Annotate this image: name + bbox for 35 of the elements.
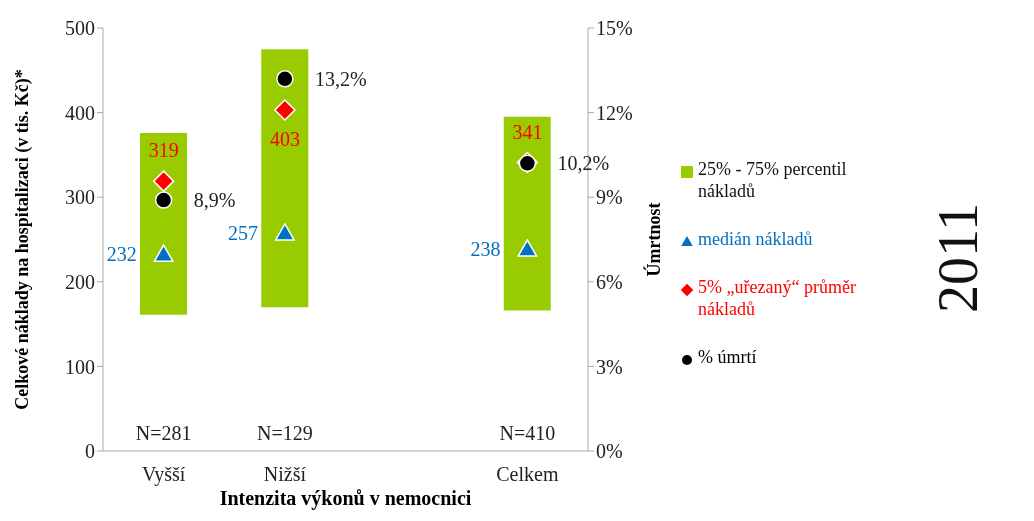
y2-tick-label: 3% — [596, 355, 623, 378]
annotation: N=129 — [256, 421, 314, 445]
data-label: 257 — [227, 221, 258, 244]
y2-tick-label: 0% — [596, 440, 623, 463]
y2-tick-label: 12% — [596, 101, 633, 124]
data-label: 319 — [148, 139, 179, 162]
y-tick-label: 0 — [85, 440, 95, 463]
y2-tick-label: 9% — [596, 186, 623, 209]
data-label: 238 — [470, 237, 501, 260]
y-tick-label: 400 — [65, 101, 95, 124]
y-tick-label: 300 — [65, 186, 95, 209]
x-tick-label: Celkem — [496, 463, 559, 486]
y-tick-label: 200 — [65, 270, 95, 293]
annotation: N=281 — [134, 421, 193, 445]
data-label: 232 — [106, 242, 137, 265]
y-axis-title: Celkové náklady na hospitalizaci (v tis. Kč)* — [12, 69, 34, 410]
text: 2011 — [926, 203, 990, 313]
data-label: 8,9% — [193, 189, 236, 212]
y2-axis-title: Úmrtnost — [643, 202, 665, 277]
data-label: 403 — [269, 128, 300, 151]
data-label: 13,2% — [314, 67, 367, 90]
y-tick-label: 500 — [65, 17, 95, 40]
data-label: 341 — [512, 120, 543, 143]
legend-label: 25% - 75% percentil nákladů — [698, 158, 848, 202]
x-axis-title: Intenzita výkonů v nemocnici — [219, 487, 472, 510]
y2-tick-label: 15% — [596, 17, 633, 40]
y-tick-label: 100 — [65, 355, 95, 378]
y2-tick-label: 6% — [596, 270, 623, 293]
x-tick-label: Vyšší — [141, 463, 186, 487]
legend-label: % úmrtí — [698, 346, 757, 368]
x-tick-label: Nižší — [263, 463, 307, 486]
annotation: N=410 — [498, 421, 557, 445]
legend-label: 5% „uřezaný“ průměr nákladů — [698, 276, 857, 320]
legend-label: medián nákladů — [698, 228, 813, 250]
data-label: 10,2% — [557, 152, 610, 175]
